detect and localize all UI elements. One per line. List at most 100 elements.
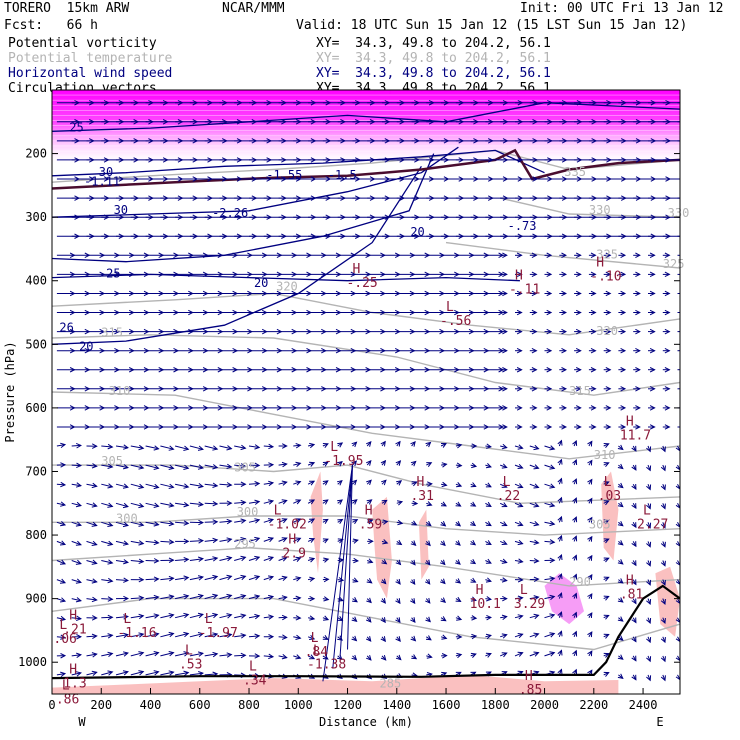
- circulation-vector-head: [695, 234, 699, 239]
- circulation-vector-head: [254, 653, 261, 659]
- circulation-vector-head: [646, 617, 652, 625]
- circulation-vector-head: [649, 271, 656, 278]
- circulation-vector: [130, 540, 144, 545]
- circulation-vector-head: [138, 670, 145, 676]
- y-tick-label: 800: [25, 528, 47, 542]
- circulation-vector: [278, 537, 287, 542]
- circulation-vector-head: [412, 500, 419, 507]
- circulation-vector-head: [226, 632, 233, 638]
- circulation-vector-head: [351, 654, 358, 661]
- circulation-vector-head: [620, 252, 627, 259]
- circulation-vector: [145, 633, 159, 638]
- circulation-vector-head: [549, 557, 556, 564]
- circulation-vector-head: [380, 636, 386, 643]
- circulation-vector-head: [351, 499, 358, 505]
- circulation-vector-head: [351, 460, 358, 467]
- circulation-vector-head: [397, 519, 404, 526]
- circulation-vector: [86, 560, 97, 564]
- circulation-vector-head: [533, 558, 540, 564]
- circulation-vector-head: [631, 560, 637, 567]
- circulation-vector-head: [168, 445, 175, 451]
- circulation-vector-head: [587, 478, 593, 485]
- circulation-vector-head: [424, 559, 431, 566]
- circulation-vector: [514, 652, 523, 657]
- circulation-vector-head: [572, 630, 578, 637]
- circulation-vector-head: [91, 521, 98, 527]
- circulation-vector-head: [605, 367, 612, 373]
- circulation-vector-head: [517, 614, 524, 620]
- circulation-vector-head: [635, 347, 641, 354]
- circulation-vector-head: [91, 463, 98, 469]
- circulation-vector-head: [675, 655, 680, 662]
- circulation-vector-head: [107, 443, 114, 450]
- circulation-vector-head: [531, 367, 538, 373]
- circulation-vector-head: [138, 444, 145, 451]
- circulation-vector-head: [646, 484, 652, 491]
- circulation-vector-head: [575, 386, 582, 392]
- x-tick-label: 0: [48, 698, 55, 712]
- circulation-vector-head: [107, 596, 114, 602]
- west-end-label: W: [78, 715, 86, 729]
- circulation-vector: [204, 633, 218, 638]
- circulation-vector-head: [631, 636, 637, 643]
- circulation-vector-head: [649, 328, 656, 335]
- circulation-vector: [145, 464, 159, 469]
- circulation-vector-head: [153, 521, 160, 527]
- circulation-vector: [71, 502, 82, 507]
- circulation-vector-head: [380, 598, 386, 604]
- circulation-vector: [101, 579, 113, 582]
- circulation-vector-head: [337, 635, 343, 641]
- circulation-vector-head: [603, 538, 610, 544]
- circulation-vector: [204, 614, 218, 619]
- circulation-vector: [248, 501, 260, 504]
- circulation-vector-head: [533, 444, 540, 451]
- circulation-vector-head: [381, 479, 387, 486]
- circulation-vector-head: [268, 518, 275, 524]
- circulation-vector: [263, 556, 274, 561]
- extremum-marker: L: [62, 679, 70, 694]
- circulation-vector: [115, 540, 129, 545]
- circulation-vector: [71, 483, 81, 487]
- wind-contour-label: 20: [254, 276, 268, 290]
- circulation-vector-head: [168, 539, 175, 545]
- circulation-vector-head: [660, 656, 666, 663]
- theta-isentrope: [500, 197, 680, 218]
- circulation-vector-head: [557, 611, 563, 618]
- circulation-vector: [56, 617, 66, 620]
- circulation-vector-head: [309, 654, 316, 660]
- circulation-vector-head: [546, 309, 553, 316]
- circulation-vector-head: [395, 460, 402, 466]
- circulation-vector: [544, 483, 555, 488]
- circulation-vector-head: [660, 503, 666, 510]
- circulation-vector-head: [533, 483, 540, 489]
- circulation-vector-head: [75, 597, 82, 603]
- extremum-value: 10.1: [470, 597, 501, 612]
- circulation-vector-head: [471, 615, 478, 621]
- updraft-vector: [322, 465, 353, 682]
- theta-contour-label: 285: [380, 677, 402, 691]
- circulation-vector-head: [575, 367, 582, 373]
- circulation-vector-head: [617, 597, 624, 603]
- circulation-vector-head: [516, 424, 523, 430]
- circulation-vector-head: [351, 479, 358, 486]
- pv-pink-patch: [418, 509, 429, 580]
- circulation-vector: [56, 636, 66, 639]
- circulation-vector-head: [587, 554, 593, 561]
- circulation-vector-head: [533, 539, 540, 545]
- extremum-value: 2.27: [637, 518, 668, 533]
- circulation-vector: [500, 634, 507, 638]
- field-name-theta: Potential temperature: [8, 51, 173, 66]
- circulation-vector-head: [122, 464, 129, 470]
- circulation-vector: [234, 464, 246, 467]
- circulation-vector-head: [561, 386, 567, 392]
- circulation-vector-head: [471, 462, 478, 469]
- circulation-vector-head: [664, 271, 671, 278]
- circulation-vector: [160, 595, 174, 600]
- circulation-vector-head: [455, 501, 462, 507]
- circulation-vector-head: [226, 445, 233, 451]
- circulation-vector-head: [471, 633, 478, 640]
- circulation-vector-head: [183, 464, 190, 470]
- circulation-vector: [86, 671, 97, 676]
- circulation-vector-head: [123, 559, 129, 565]
- circulation-vector-head: [153, 576, 160, 582]
